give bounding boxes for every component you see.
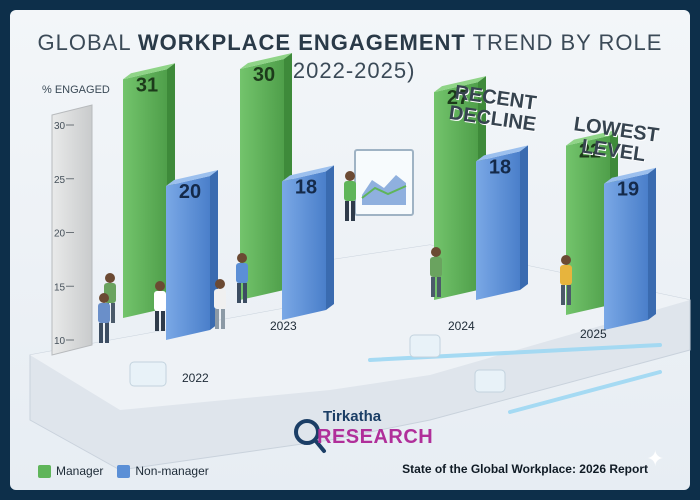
bar-value-label: 19 — [617, 179, 639, 201]
people-figures — [98, 171, 572, 343]
legend: Manager Non-manager — [38, 464, 223, 478]
bar-value-label: 31 — [136, 74, 158, 96]
nonmanager-bar: 19 — [604, 167, 656, 330]
title-part-1: GLOBAL — [37, 30, 138, 55]
bar-value-label: 20 — [179, 181, 201, 203]
x-category-label: 2025 — [580, 327, 607, 341]
bar-value-label: 18 — [295, 176, 317, 198]
x-category-label: 2022 — [182, 371, 209, 385]
nonmanager-bar: 18 — [476, 145, 528, 300]
glass-cube — [409, 334, 441, 358]
company-logo: Tirkatha RESEARCH — [293, 408, 433, 456]
person-figure-icon — [214, 279, 226, 329]
title-bold-part: WORKPLACE ENGAGEMENT — [137, 30, 466, 55]
x-category-label: 2023 — [270, 319, 297, 333]
axis-pillar — [51, 104, 93, 356]
glass-cube — [474, 369, 506, 393]
person-figure-icon — [154, 281, 166, 331]
magnifier-logo-icon — [294, 419, 326, 453]
chart-subtitle: (2022-2025) — [284, 58, 416, 83]
legend-swatch — [117, 464, 131, 478]
y-tick-label: 15 — [54, 282, 66, 293]
person-figure-icon — [430, 247, 442, 297]
nonmanager-bar: 18 — [282, 165, 334, 320]
legend-label: Non-manager — [135, 464, 209, 478]
logo-text-bottom: RESEARCH — [317, 426, 434, 448]
bar-value-label: 27 — [447, 87, 469, 109]
title-part-2: TREND BY ROLE — [465, 30, 663, 55]
person-figure-icon — [344, 171, 356, 221]
y-axis-column: 30 25 20 15 10 — [51, 104, 93, 356]
sparkle-icon: ✦ — [646, 446, 665, 471]
bars-group: 31 20 2022 30 18 2023 27 18 2024 22 19 2025 — [123, 53, 656, 385]
y-tick-label: 10 — [54, 336, 66, 347]
y-tick-label: 30 — [54, 121, 66, 132]
logo-text-top: Tirkatha — [323, 408, 382, 425]
bar-value-label: 22 — [579, 141, 601, 163]
legend-label: Manager — [56, 464, 104, 478]
y-tick-label: 20 — [54, 229, 66, 240]
y-tick-label: 25 — [54, 175, 66, 186]
person-figure-icon — [236, 253, 248, 303]
legend-item-nonmanager: Non-manager — [117, 464, 209, 478]
x-category-label: 2024 — [448, 319, 475, 333]
bar-value-label: 30 — [253, 64, 275, 86]
person-figure-icon — [560, 255, 572, 305]
report-source: State of the Global Workplace: 2026 Repo… — [402, 462, 648, 476]
y-axis-label: % ENGAGED — [42, 84, 110, 96]
legend-swatch — [38, 464, 51, 478]
nonmanager-bar: 20 — [166, 170, 218, 340]
legend-item-manager: Manager — [38, 464, 103, 478]
chart-title: GLOBAL WORKPLACE ENGAGEMENT TREND BY ROL… — [0, 30, 700, 56]
bar-value-label: 18 — [489, 156, 511, 178]
glass-cube — [129, 361, 167, 387]
person-figure-icon — [98, 293, 110, 343]
